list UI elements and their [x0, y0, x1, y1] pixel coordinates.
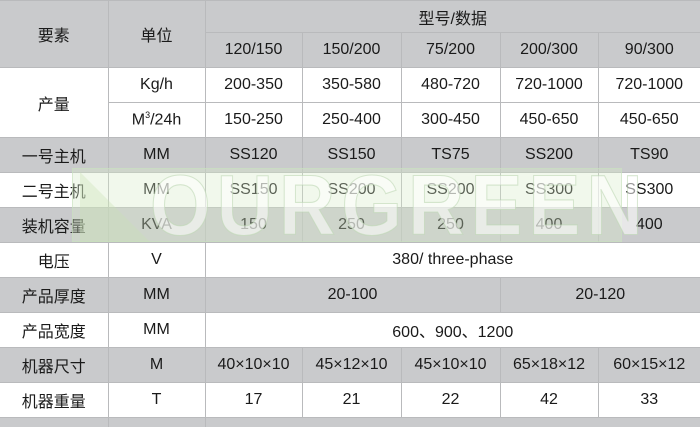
cell: 600、900、1200 — [204, 312, 700, 348]
header-row: 要素 单位 型号/数据 — [0, 0, 700, 68]
table-row: 产品宽度 MM 600、900、1200 — [0, 312, 700, 348]
cell: TS75 — [400, 137, 501, 173]
row-label: 机器重量 — [0, 382, 109, 418]
cell: 350-580 — [301, 67, 402, 103]
row-label: 装机容量 — [0, 207, 109, 243]
cell: 60×15×12 — [597, 347, 700, 383]
cell: 65×18×12 — [499, 347, 599, 383]
model: 200/300 — [499, 32, 599, 68]
cell: SS200 — [400, 172, 501, 208]
cell: SS150 — [204, 172, 303, 208]
cell: SS120 — [204, 137, 303, 173]
cell: 250-400 — [301, 102, 402, 138]
cell: 150 — [204, 207, 303, 243]
unit-base: M — [131, 111, 146, 129]
cell: 450-650 — [499, 102, 599, 138]
row-unit: MM — [107, 137, 206, 173]
strip-cell — [204, 417, 700, 427]
cell: 480-720 — [400, 67, 501, 103]
cell: SS200 — [301, 172, 402, 208]
row-label: 机器尺寸 — [0, 347, 109, 383]
cell: 33 — [597, 382, 700, 418]
cell: 250 — [301, 207, 402, 243]
cell: 720-1000 — [499, 67, 599, 103]
cell: 21 — [301, 382, 402, 418]
unit-sup: 3 — [145, 110, 151, 121]
row-label: 二号主机 — [0, 172, 109, 208]
model: 90/300 — [597, 32, 700, 68]
row-label: 电压 — [0, 242, 109, 278]
table-row: 机器尺寸 M 40×10×10 45×12×10 45×10×10 65×18×… — [0, 347, 700, 383]
cell: 45×12×10 — [301, 347, 402, 383]
model: 75/200 — [400, 32, 501, 68]
cell: 400 — [597, 207, 700, 243]
table-row: 二号主机 MM SS150 SS200 SS200 SS300 SS300 — [0, 172, 700, 208]
row-unit: MM — [107, 172, 206, 208]
row-label: 产品厚度 — [0, 277, 109, 313]
table-row: 一号主机 MM SS120 SS150 TS75 SS200 TS90 — [0, 137, 700, 173]
cell: 20-120 — [499, 277, 700, 313]
table-row: 装机容量 KVA 150 250 250 400 400 — [0, 207, 700, 243]
table-row: 电压 V 380/ three-phase — [0, 242, 700, 278]
cell: SS200 — [499, 137, 599, 173]
cell: SS300 — [499, 172, 599, 208]
cell: 20-100 — [204, 277, 501, 313]
table-row: 机器重量 T 17 21 22 42 33 — [0, 382, 700, 418]
cell: 450-650 — [597, 102, 700, 138]
cell: 300-450 — [400, 102, 501, 138]
row-unit: MM — [107, 277, 206, 313]
row-unit: T — [107, 382, 206, 418]
row-label: 一号主机 — [0, 137, 109, 173]
header-model-data: 型号/数据 — [204, 0, 700, 33]
model: 150/200 — [301, 32, 402, 68]
row-label: 产量 — [0, 67, 109, 138]
cell: 250 — [400, 207, 501, 243]
cell: SS150 — [301, 137, 402, 173]
header-element: 要素 — [0, 0, 109, 68]
row-unit: V — [107, 242, 206, 278]
cell: 150-250 — [204, 102, 303, 138]
cell: SS300 — [597, 172, 700, 208]
table-row: 产品厚度 MM 20-100 20-120 — [0, 277, 700, 313]
table-row: M3/24h 150-250 250-400 300-450 450-650 4… — [0, 102, 700, 138]
cell: 40×10×10 — [204, 347, 303, 383]
unit-rest: /24h — [150, 111, 182, 129]
header-unit: 单位 — [107, 0, 206, 68]
strip-cell — [107, 417, 206, 427]
model: 120/150 — [205, 32, 303, 68]
row-unit: Kg/h — [107, 67, 206, 103]
row-unit: M — [107, 347, 206, 383]
cell: 380/ three-phase — [204, 242, 700, 278]
table-row: 产量 Kg/h 200-350 350-580 480-720 720-1000… — [0, 67, 700, 138]
cell: 200-350 — [204, 67, 303, 103]
cell: 720-1000 — [597, 67, 700, 103]
row-unit: KVA — [107, 207, 206, 243]
row-unit: M3/24h — [108, 102, 206, 138]
row-label: 产品宽度 — [0, 312, 109, 348]
strip-cell — [0, 417, 109, 427]
cell: 22 — [400, 382, 501, 418]
cell: 42 — [499, 382, 599, 418]
row-unit: MM — [107, 312, 206, 348]
cell: 400 — [499, 207, 599, 243]
cell: 17 — [204, 382, 303, 418]
bottom-strip — [0, 417, 700, 427]
cell: 45×10×10 — [400, 347, 501, 383]
cell: TS90 — [597, 137, 700, 173]
